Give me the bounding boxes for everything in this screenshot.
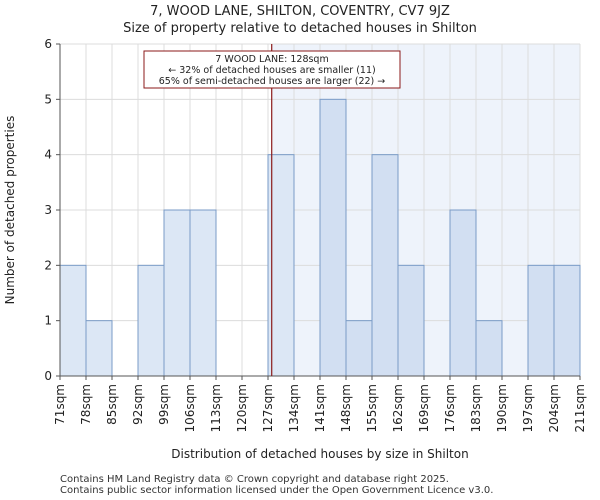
- bar: [267, 154, 295, 377]
- x-tick-label: 176sqm: [443, 384, 457, 432]
- x-tick-label: 162sqm: [391, 384, 405, 432]
- x-tick-label: 85sqm: [105, 384, 119, 425]
- y-tick-label: 1: [44, 314, 52, 328]
- bar: [553, 264, 581, 377]
- x-tick-label: 169sqm: [417, 384, 431, 432]
- bar: [449, 209, 477, 377]
- x-tick-label: 148sqm: [339, 384, 353, 432]
- chart-subtitle: Size of property relative to detached ho…: [123, 21, 477, 36]
- bar: [371, 154, 399, 377]
- bar: [163, 209, 191, 377]
- y-tick-label: 2: [44, 258, 52, 272]
- y-tick-label: 3: [44, 203, 52, 217]
- y-axis-label: Number of detached properties: [3, 116, 17, 305]
- x-tick-label: 113sqm: [209, 384, 223, 432]
- annotation-line: ← 32% of detached houses are smaller (11…: [168, 65, 375, 76]
- bar: [85, 320, 113, 377]
- x-tick-label: 211sqm: [573, 384, 587, 432]
- x-tick-label: 134sqm: [287, 384, 301, 432]
- bar: [527, 264, 555, 377]
- x-tick-label: 92sqm: [131, 384, 145, 425]
- x-tick-label: 127sqm: [261, 384, 275, 432]
- y-tick-label: 4: [44, 148, 52, 162]
- footer-line-2: Contains public sector information licen…: [60, 485, 494, 496]
- bar: [319, 98, 347, 377]
- x-tick-label: 197sqm: [521, 384, 535, 432]
- x-tick-label: 120sqm: [235, 384, 249, 432]
- y-tick-label: 5: [44, 92, 52, 106]
- x-tick-label: 71sqm: [53, 384, 67, 425]
- bar: [59, 264, 87, 377]
- bar: [137, 264, 165, 377]
- chart-title: 7, WOOD LANE, SHILTON, COVENTRY, CV7 9JZ: [150, 4, 450, 19]
- x-axis-label: Distribution of detached houses by size …: [171, 447, 468, 461]
- bar: [475, 320, 503, 377]
- annotation-line: 7 WOOD LANE: 128sqm: [215, 54, 328, 65]
- annotation-box: [143, 50, 401, 89]
- annotation-line: 65% of semi-detached houses are larger (…: [159, 76, 386, 87]
- x-tick-label: 155sqm: [365, 384, 379, 432]
- x-tick-label: 183sqm: [469, 384, 483, 432]
- x-tick-label: 106sqm: [183, 384, 197, 432]
- x-tick-label: 99sqm: [157, 384, 171, 425]
- bar: [189, 209, 217, 377]
- y-tick-label: 0: [44, 369, 52, 383]
- x-tick-label: 204sqm: [547, 384, 561, 432]
- bar-chart: 0 1 2 3 4 5 6 71sqm 78sqm 85sqm 92sqm 99sqm 106sqm 11…: [3, 37, 587, 461]
- footer-line-1: Contains HM Land Registry data © Crown c…: [60, 474, 449, 485]
- x-tick-label: 78sqm: [79, 384, 93, 425]
- bar: [345, 320, 373, 377]
- bar: [397, 264, 425, 377]
- x-tick-label: 190sqm: [495, 384, 509, 432]
- y-tick-label: 6: [44, 37, 52, 51]
- x-tick-label: 141sqm: [313, 384, 327, 432]
